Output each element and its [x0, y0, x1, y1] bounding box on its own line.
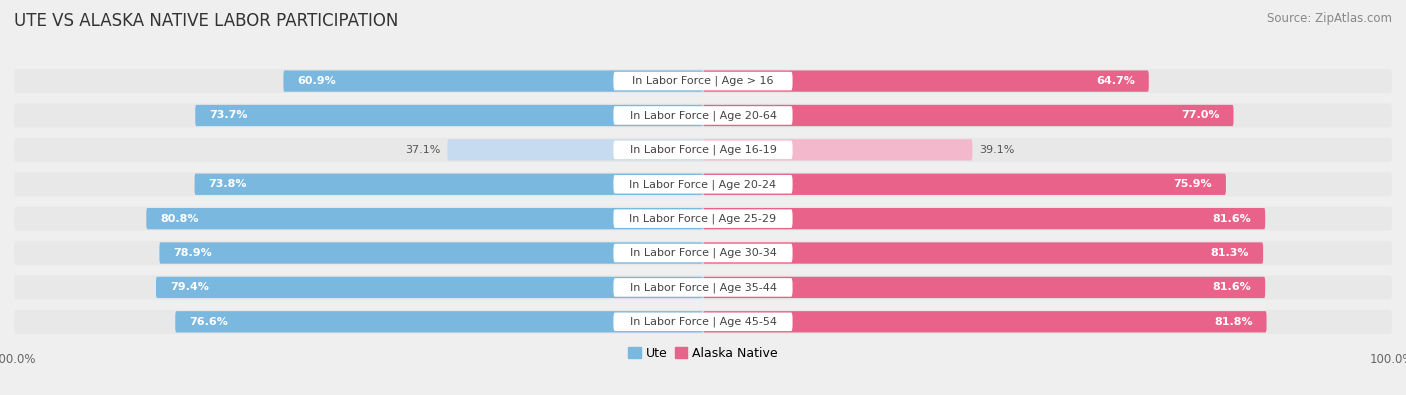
- FancyBboxPatch shape: [447, 139, 703, 160]
- FancyBboxPatch shape: [703, 243, 1263, 264]
- FancyBboxPatch shape: [613, 175, 793, 194]
- FancyBboxPatch shape: [703, 139, 973, 160]
- Text: 75.9%: 75.9%: [1174, 179, 1212, 189]
- Text: In Labor Force | Age 16-19: In Labor Force | Age 16-19: [630, 145, 776, 155]
- FancyBboxPatch shape: [195, 105, 703, 126]
- Text: 37.1%: 37.1%: [405, 145, 440, 155]
- FancyBboxPatch shape: [613, 278, 793, 297]
- FancyBboxPatch shape: [703, 70, 1149, 92]
- FancyBboxPatch shape: [156, 277, 703, 298]
- Text: 79.4%: 79.4%: [170, 282, 208, 292]
- FancyBboxPatch shape: [14, 138, 1392, 162]
- Text: Source: ZipAtlas.com: Source: ZipAtlas.com: [1267, 12, 1392, 25]
- FancyBboxPatch shape: [14, 103, 1392, 128]
- Text: 73.8%: 73.8%: [208, 179, 247, 189]
- Text: In Labor Force | Age 30-34: In Labor Force | Age 30-34: [630, 248, 776, 258]
- FancyBboxPatch shape: [159, 243, 703, 264]
- FancyBboxPatch shape: [14, 310, 1392, 334]
- Legend: Ute, Alaska Native: Ute, Alaska Native: [623, 342, 783, 365]
- Text: 76.6%: 76.6%: [188, 317, 228, 327]
- FancyBboxPatch shape: [14, 241, 1392, 265]
- Text: 73.7%: 73.7%: [209, 111, 247, 120]
- FancyBboxPatch shape: [613, 72, 793, 90]
- FancyBboxPatch shape: [703, 208, 1265, 229]
- FancyBboxPatch shape: [284, 70, 703, 92]
- FancyBboxPatch shape: [14, 69, 1392, 93]
- FancyBboxPatch shape: [703, 105, 1233, 126]
- Text: 64.7%: 64.7%: [1097, 76, 1135, 86]
- FancyBboxPatch shape: [613, 141, 793, 159]
- Text: 81.8%: 81.8%: [1215, 317, 1253, 327]
- FancyBboxPatch shape: [14, 172, 1392, 196]
- Text: 81.3%: 81.3%: [1211, 248, 1250, 258]
- FancyBboxPatch shape: [613, 106, 793, 125]
- FancyBboxPatch shape: [613, 312, 793, 331]
- Text: 78.9%: 78.9%: [173, 248, 212, 258]
- FancyBboxPatch shape: [176, 311, 703, 333]
- Text: 39.1%: 39.1%: [979, 145, 1015, 155]
- Text: In Labor Force | Age 20-24: In Labor Force | Age 20-24: [630, 179, 776, 190]
- Text: In Labor Force | Age 35-44: In Labor Force | Age 35-44: [630, 282, 776, 293]
- Text: 77.0%: 77.0%: [1181, 111, 1219, 120]
- Text: 80.8%: 80.8%: [160, 214, 198, 224]
- Text: UTE VS ALASKA NATIVE LABOR PARTICIPATION: UTE VS ALASKA NATIVE LABOR PARTICIPATION: [14, 12, 398, 30]
- FancyBboxPatch shape: [613, 209, 793, 228]
- Text: 81.6%: 81.6%: [1212, 214, 1251, 224]
- Text: 60.9%: 60.9%: [297, 76, 336, 86]
- Text: In Labor Force | Age 20-64: In Labor Force | Age 20-64: [630, 110, 776, 121]
- FancyBboxPatch shape: [703, 173, 1226, 195]
- FancyBboxPatch shape: [14, 275, 1392, 299]
- FancyBboxPatch shape: [613, 244, 793, 262]
- FancyBboxPatch shape: [703, 277, 1265, 298]
- FancyBboxPatch shape: [194, 173, 703, 195]
- Text: In Labor Force | Age 25-29: In Labor Force | Age 25-29: [630, 213, 776, 224]
- FancyBboxPatch shape: [146, 208, 703, 229]
- FancyBboxPatch shape: [14, 207, 1392, 231]
- FancyBboxPatch shape: [703, 311, 1267, 333]
- Text: 81.6%: 81.6%: [1212, 282, 1251, 292]
- Text: In Labor Force | Age > 16: In Labor Force | Age > 16: [633, 76, 773, 87]
- Text: In Labor Force | Age 45-54: In Labor Force | Age 45-54: [630, 316, 776, 327]
